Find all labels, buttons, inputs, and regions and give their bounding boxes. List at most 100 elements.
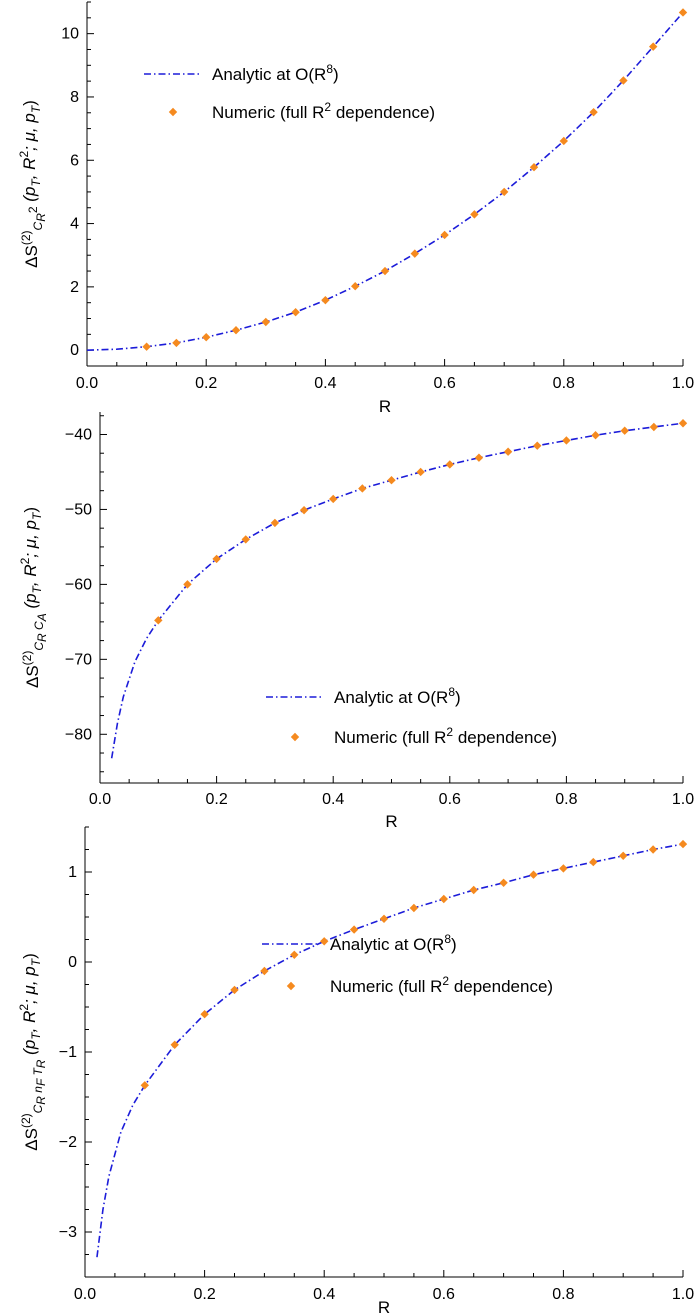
numeric-point xyxy=(410,249,419,258)
y-tick-label: 6 xyxy=(70,152,79,169)
numeric-point xyxy=(620,426,629,435)
y-tick-label: −60 xyxy=(65,576,92,593)
numeric-point xyxy=(559,864,568,873)
y-tick-label: 1 xyxy=(68,864,77,881)
numeric-point xyxy=(200,1010,209,1019)
x-axis-title: R xyxy=(385,812,397,831)
numeric-point xyxy=(589,107,598,117)
legend-swatch-numeric xyxy=(290,732,300,742)
numeric-point xyxy=(619,76,628,85)
y-tick-label: −50 xyxy=(65,501,92,518)
numeric-point xyxy=(562,436,571,445)
legend-label-analytic: Analytic at O(R8) xyxy=(330,932,457,954)
numeric-point xyxy=(358,484,367,493)
y-axis-title: ΔS(2)CR nF TR (pT, R2; μ, pT) xyxy=(17,953,48,1151)
numeric-point xyxy=(678,419,688,428)
x-tick-label: 0.8 xyxy=(555,791,577,808)
numeric-point xyxy=(142,342,151,351)
legend-label-analytic: Analytic at O(R8) xyxy=(334,685,461,707)
legend-swatch-numeric xyxy=(168,107,178,117)
numeric-point xyxy=(321,295,330,305)
numeric-point xyxy=(409,903,419,913)
x-tick-label: 1.0 xyxy=(672,791,694,808)
numeric-point xyxy=(591,431,600,440)
numeric-point xyxy=(202,332,211,342)
x-tick-label: 0.4 xyxy=(313,1286,335,1303)
numeric-point xyxy=(380,266,390,276)
x-tick-label: 0.8 xyxy=(552,1286,574,1303)
numeric-point xyxy=(231,326,241,335)
numeric-point xyxy=(499,878,508,887)
numeric-point xyxy=(290,950,299,959)
numeric-point xyxy=(260,966,269,976)
x-tick-label: 1.0 xyxy=(672,375,694,392)
numeric-point xyxy=(533,441,542,450)
legend: Analytic at O(R8) Numeric (full R2 depend… xyxy=(266,685,557,747)
y-tick-label: −70 xyxy=(65,651,92,668)
y-tick-label: −40 xyxy=(65,426,92,443)
legend-label-numeric: Numeric (full R2 dependence) xyxy=(212,100,435,122)
numeric-point xyxy=(170,1040,179,1049)
legend-swatch-numeric xyxy=(286,981,296,991)
numeric-point xyxy=(329,494,338,504)
numeric-point xyxy=(270,518,280,528)
analytic-series-line xyxy=(96,843,684,1258)
numeric-point xyxy=(500,187,509,197)
numeric-point xyxy=(379,914,389,923)
numeric-point xyxy=(241,535,250,544)
analytic-series-line xyxy=(86,11,684,351)
numeric-point xyxy=(291,307,300,317)
numeric-point xyxy=(261,317,270,327)
x-tick-label: 0.6 xyxy=(433,375,455,392)
y-tick-label: 0 xyxy=(70,342,79,359)
chart-panel-3: 0.0 0.2 0.4 0.6 0.8 1.0 −3 −2 −1 0 1 R ΔS(2)CR nF TR… xyxy=(17,826,694,1315)
legend: Analytic at O(R8) Numeric (full R2 depend… xyxy=(144,62,435,122)
y-tick-label: 8 xyxy=(70,89,79,106)
numeric-point xyxy=(474,453,484,462)
numeric-point xyxy=(172,338,181,348)
numeric-point xyxy=(299,505,309,515)
legend-label-numeric: Numeric (full R2 dependence) xyxy=(334,725,557,747)
numeric-point xyxy=(140,1081,149,1090)
numeric-point xyxy=(589,857,598,867)
numeric-point xyxy=(648,845,658,854)
legend-label-numeric: Numeric (full R2 dependence) xyxy=(330,974,553,996)
numeric-point xyxy=(387,476,396,485)
numeric-point xyxy=(183,580,192,589)
x-tick-label: 0.0 xyxy=(76,375,98,392)
y-tick-label: 2 xyxy=(70,279,79,296)
x-tick-label: 0.6 xyxy=(439,791,461,808)
y-tick-label: 10 xyxy=(61,26,79,43)
numeric-point xyxy=(349,925,359,934)
numeric-point xyxy=(320,937,329,946)
numeric-point xyxy=(559,136,568,146)
y-tick-label: 4 xyxy=(70,216,79,233)
x-axis-title: R xyxy=(379,397,391,416)
numeric-point xyxy=(649,422,659,432)
y-tick-label: −1 xyxy=(59,1044,77,1061)
x-tick-label: 0.4 xyxy=(322,791,344,808)
chart-panel-1: 0.0 0.2 0.4 0.6 0.8 1.0 0 2 4 6 8 10 R ΔS(2)CR2 (pT, … xyxy=(17,1,694,416)
numeric-point xyxy=(230,985,239,995)
x-tick-label: 0.2 xyxy=(205,791,227,808)
legend: Analytic at O(R8) Numeric (full R2 depend… xyxy=(262,932,553,996)
numeric-point xyxy=(469,885,478,895)
numeric-point xyxy=(416,467,425,477)
y-tick-label: −80 xyxy=(65,726,92,743)
x-tick-label: 0.0 xyxy=(74,1286,96,1303)
numeric-point xyxy=(154,616,163,625)
x-tick-label: 1.0 xyxy=(672,1286,694,1303)
numeric-point xyxy=(351,282,360,291)
x-tick-label: 0.8 xyxy=(553,375,575,392)
x-tick-label: 0.2 xyxy=(195,375,217,392)
x-tick-label: 0.4 xyxy=(314,375,336,392)
y-tick-label: −2 xyxy=(59,1134,77,1151)
numeric-point xyxy=(529,163,539,172)
x-axis-title: R xyxy=(378,1298,390,1315)
numeric-point xyxy=(678,839,688,849)
numeric-point xyxy=(212,554,221,564)
analytic-series-line xyxy=(110,422,684,759)
y-axis-title: ΔS(2)CR2 (pT, R2; μ, pT) xyxy=(17,100,48,268)
numeric-point xyxy=(445,460,454,469)
